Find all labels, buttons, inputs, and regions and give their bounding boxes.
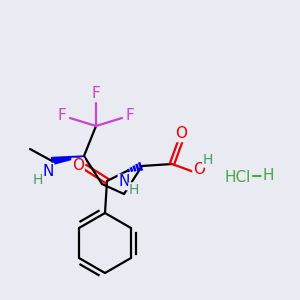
- Text: O: O: [72, 158, 84, 173]
- Text: HCl: HCl: [225, 170, 251, 185]
- Text: H: H: [203, 153, 213, 167]
- Text: F: F: [58, 109, 66, 124]
- Text: N: N: [118, 175, 130, 190]
- Text: F: F: [92, 86, 100, 101]
- Text: H: H: [129, 183, 139, 197]
- Text: F: F: [126, 109, 134, 124]
- Text: N: N: [42, 164, 54, 178]
- Polygon shape: [52, 156, 84, 164]
- Text: H: H: [33, 173, 43, 187]
- Text: O: O: [175, 127, 187, 142]
- Text: H: H: [262, 169, 274, 184]
- Text: O: O: [193, 163, 205, 178]
